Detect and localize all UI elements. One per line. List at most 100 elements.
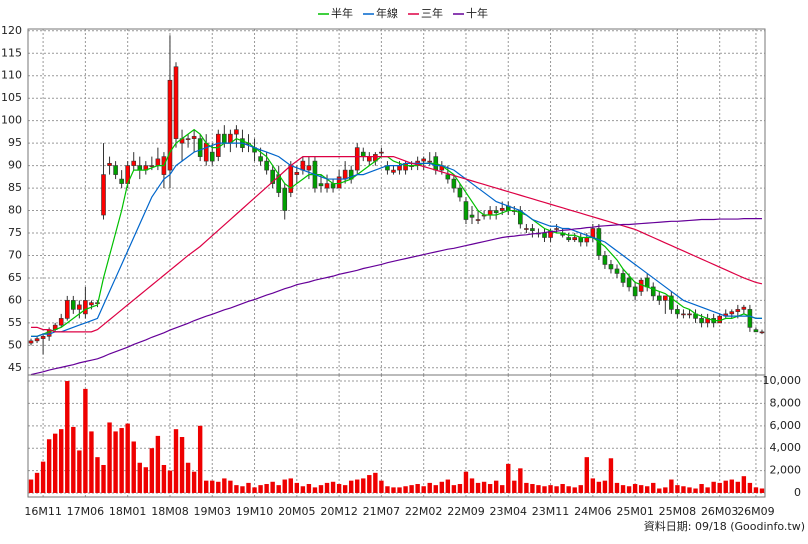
candle-body bbox=[614, 268, 620, 274]
volume-bar bbox=[155, 435, 161, 493]
candle-body bbox=[584, 237, 590, 243]
volume-bar bbox=[77, 450, 82, 493]
y-tick-label: 70 bbox=[8, 248, 22, 261]
volume-bar bbox=[753, 487, 759, 493]
candle-body bbox=[747, 309, 753, 328]
candle-body bbox=[397, 165, 402, 171]
y-tick-label: 75 bbox=[8, 226, 22, 239]
y2-tick-label: 0 bbox=[794, 486, 801, 499]
y-tick-label: 65 bbox=[8, 271, 22, 284]
volume-bar bbox=[433, 485, 438, 493]
y2-tick-label: 10,000 bbox=[763, 374, 802, 387]
x-tick-label: 22M09 bbox=[447, 505, 485, 518]
volume-bar bbox=[137, 462, 142, 493]
volume-bar bbox=[747, 482, 753, 493]
legend-label: 三年 bbox=[421, 6, 443, 20]
candle-body bbox=[234, 129, 239, 135]
volume-bar bbox=[614, 482, 620, 493]
candle-body bbox=[663, 295, 668, 301]
volume-bar bbox=[481, 481, 487, 493]
candle-body bbox=[330, 183, 336, 189]
volume-bar bbox=[493, 480, 499, 493]
candle-body bbox=[40, 336, 46, 339]
volume-bar bbox=[222, 478, 227, 493]
volume-bar bbox=[276, 485, 281, 493]
candle-body bbox=[222, 133, 227, 144]
legend-label: 十年 bbox=[466, 6, 488, 20]
candle-body bbox=[342, 169, 348, 180]
candle-body bbox=[306, 165, 312, 171]
volume-bar bbox=[131, 441, 136, 493]
candle-body bbox=[28, 340, 34, 344]
volume-bar bbox=[578, 485, 583, 493]
volume-bar bbox=[711, 481, 716, 493]
volume-bar bbox=[542, 486, 547, 493]
volume-bar bbox=[475, 482, 481, 493]
candle-body bbox=[753, 329, 759, 333]
volume-bar bbox=[403, 486, 408, 493]
candle-body bbox=[759, 331, 765, 334]
volume-bar bbox=[729, 479, 734, 493]
volume-bar bbox=[204, 480, 209, 493]
volume-bar bbox=[669, 479, 674, 493]
candle-body bbox=[89, 302, 94, 306]
volume-bar bbox=[620, 485, 626, 493]
candle-body bbox=[83, 300, 88, 315]
x-tick-label: 25M01 bbox=[616, 505, 654, 518]
y-tick-label: 95 bbox=[8, 136, 22, 149]
y-tick-label: 90 bbox=[8, 159, 22, 172]
candle-body bbox=[493, 210, 499, 214]
volume-bar bbox=[149, 448, 155, 493]
y2-tick-label: 6,000 bbox=[770, 419, 802, 432]
volume-bar bbox=[143, 467, 148, 493]
volume-bar bbox=[687, 487, 692, 493]
volume-bar bbox=[89, 431, 94, 493]
candle-body bbox=[421, 158, 426, 162]
candle-body bbox=[282, 187, 288, 211]
volume-bar bbox=[500, 485, 505, 493]
x-tick-label: 18M08 bbox=[151, 505, 189, 518]
candle-body bbox=[324, 183, 330, 189]
volume-bar bbox=[210, 480, 215, 493]
volume-bar bbox=[373, 472, 378, 493]
volume-bar bbox=[40, 461, 46, 493]
x-tick-label: 23M11 bbox=[532, 505, 570, 518]
volume-bar bbox=[288, 478, 293, 493]
y-tick-label: 100 bbox=[1, 114, 22, 127]
volume-bar bbox=[566, 486, 571, 493]
y-tick-label: 85 bbox=[8, 181, 22, 194]
volume-bar bbox=[367, 475, 372, 493]
candle-body bbox=[475, 219, 481, 221]
legend-label: 年線 bbox=[376, 6, 398, 20]
candle-body bbox=[167, 79, 173, 171]
candle-body bbox=[215, 133, 221, 157]
candle-body bbox=[524, 228, 529, 230]
candle-body bbox=[451, 178, 457, 189]
volume-bar bbox=[632, 484, 638, 493]
volume-bar bbox=[46, 439, 52, 493]
volume-bar bbox=[28, 479, 34, 493]
candle-body bbox=[499, 207, 505, 211]
volume-bar bbox=[675, 485, 680, 493]
candle-body bbox=[669, 295, 674, 310]
volume-bar bbox=[536, 485, 541, 493]
volume-bar bbox=[216, 481, 221, 493]
x-tick-label: 25M08 bbox=[659, 505, 697, 518]
candle-body bbox=[735, 309, 741, 312]
candle-body bbox=[391, 169, 396, 173]
y-tick-label: 120 bbox=[1, 24, 22, 37]
candle-body bbox=[101, 174, 106, 216]
volume-bar bbox=[379, 480, 384, 493]
candle-body bbox=[113, 165, 118, 175]
volume-bar bbox=[651, 482, 656, 493]
x-tick-label: 24M06 bbox=[574, 505, 612, 518]
candle-body bbox=[58, 318, 64, 326]
volume-bar bbox=[469, 478, 475, 493]
candle-body bbox=[681, 313, 686, 316]
volume-bar bbox=[451, 485, 457, 493]
volume-bar bbox=[252, 487, 257, 493]
y-tick-label: 115 bbox=[1, 46, 22, 59]
volume-bar bbox=[421, 486, 426, 493]
volume-bar bbox=[246, 482, 251, 493]
x-tick-label: 23M04 bbox=[490, 505, 528, 518]
